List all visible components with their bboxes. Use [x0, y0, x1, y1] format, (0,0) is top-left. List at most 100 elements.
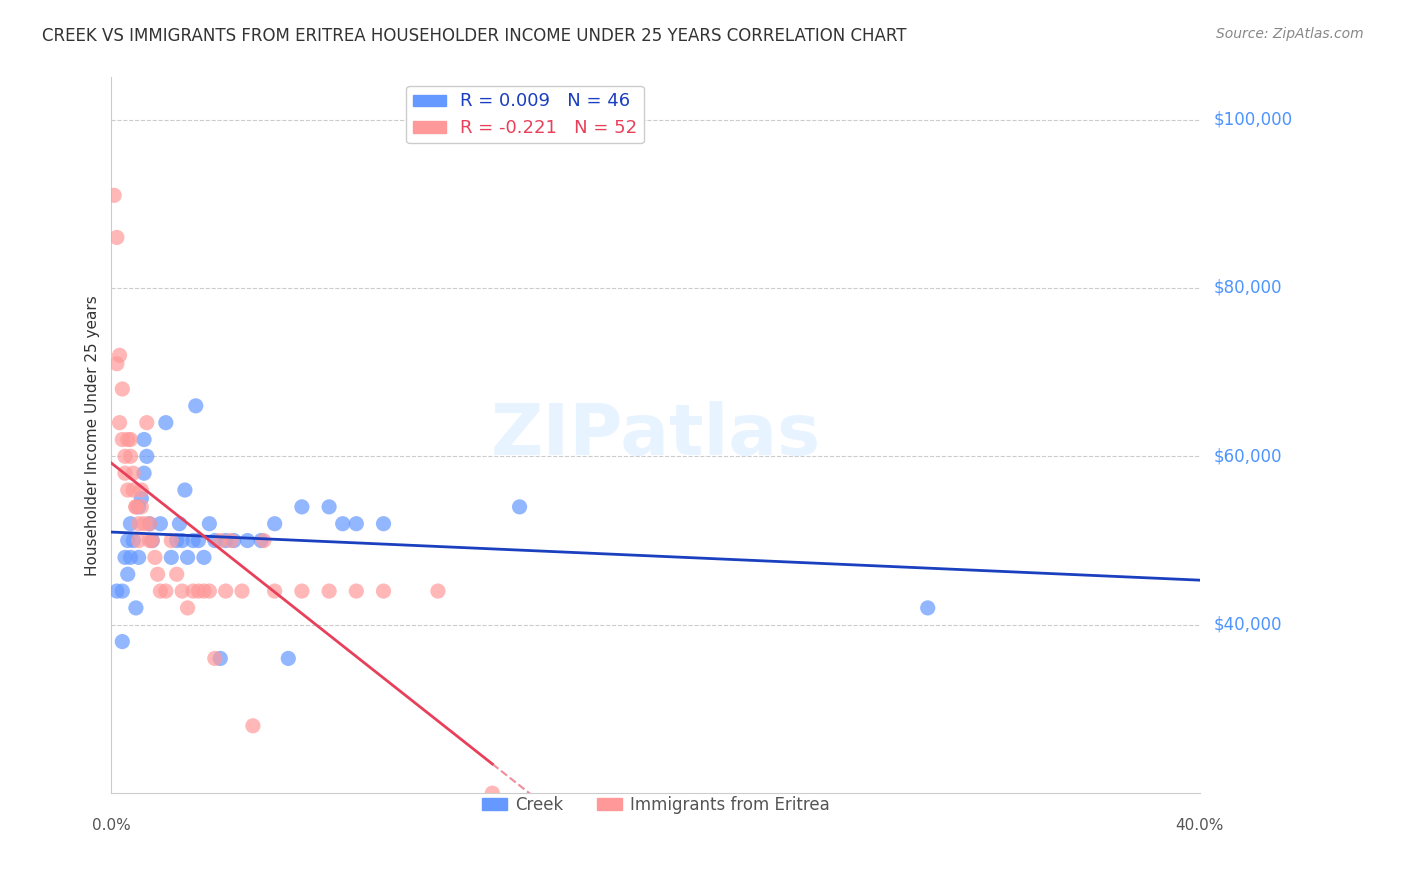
- Point: [176, 601, 198, 615]
- Point: [332, 516, 354, 531]
- Point: [181, 584, 204, 599]
- Point: [187, 584, 209, 599]
- Point: [222, 533, 245, 548]
- Point: [131, 491, 153, 506]
- Point: [291, 500, 314, 514]
- Point: [426, 584, 449, 599]
- Point: [176, 550, 198, 565]
- Point: [155, 416, 177, 430]
- Legend: Creek, Immigrants from Eritrea: Creek, Immigrants from Eritrea: [475, 789, 837, 821]
- Text: $60,000: $60,000: [1213, 448, 1282, 466]
- Point: [198, 584, 221, 599]
- Point: [111, 584, 134, 599]
- Point: [236, 533, 259, 548]
- Point: [141, 533, 163, 548]
- Point: [160, 533, 183, 548]
- Point: [187, 533, 209, 548]
- Point: [219, 533, 242, 548]
- Point: [125, 601, 148, 615]
- Point: [125, 500, 148, 514]
- Point: [215, 584, 238, 599]
- Point: [103, 188, 125, 202]
- Text: 40.0%: 40.0%: [1175, 819, 1225, 833]
- Point: [135, 450, 157, 464]
- Point: [122, 466, 145, 480]
- Point: [481, 786, 503, 800]
- Point: [373, 584, 395, 599]
- Point: [138, 516, 160, 531]
- Point: [204, 533, 226, 548]
- Text: $80,000: $80,000: [1213, 279, 1282, 297]
- Point: [108, 348, 131, 362]
- Point: [215, 533, 238, 548]
- Point: [143, 550, 166, 565]
- Point: [114, 450, 136, 464]
- Point: [917, 601, 939, 615]
- Point: [277, 651, 299, 665]
- Text: $40,000: $40,000: [1213, 615, 1282, 633]
- Point: [128, 500, 150, 514]
- Point: [373, 516, 395, 531]
- Point: [105, 357, 128, 371]
- Point: [120, 433, 142, 447]
- Point: [166, 567, 188, 582]
- Point: [160, 550, 183, 565]
- Point: [146, 567, 169, 582]
- Point: [131, 483, 153, 497]
- Point: [209, 533, 232, 548]
- Text: 0.0%: 0.0%: [91, 819, 131, 833]
- Point: [204, 651, 226, 665]
- Point: [108, 416, 131, 430]
- Point: [184, 399, 207, 413]
- Point: [166, 533, 188, 548]
- Point: [253, 533, 276, 548]
- Point: [128, 550, 150, 565]
- Point: [263, 584, 285, 599]
- Point: [193, 584, 215, 599]
- Point: [131, 500, 153, 514]
- Point: [173, 483, 195, 497]
- Point: [193, 550, 215, 565]
- Point: [155, 584, 177, 599]
- Point: [117, 483, 139, 497]
- Point: [120, 450, 142, 464]
- Point: [117, 433, 139, 447]
- Point: [111, 634, 134, 648]
- Point: [128, 533, 150, 548]
- Point: [132, 516, 155, 531]
- Point: [114, 466, 136, 480]
- Point: [128, 516, 150, 531]
- Point: [125, 500, 148, 514]
- Point: [344, 516, 367, 531]
- Point: [291, 584, 314, 599]
- Point: [117, 533, 139, 548]
- Point: [132, 466, 155, 480]
- Point: [318, 584, 340, 599]
- Text: $100,000: $100,000: [1213, 111, 1292, 128]
- Point: [172, 584, 194, 599]
- Point: [149, 584, 172, 599]
- Point: [120, 550, 142, 565]
- Point: [242, 719, 264, 733]
- Point: [105, 584, 128, 599]
- Point: [509, 500, 531, 514]
- Point: [172, 533, 194, 548]
- Point: [135, 416, 157, 430]
- Point: [120, 516, 142, 531]
- Y-axis label: Householder Income Under 25 years: Householder Income Under 25 years: [86, 295, 100, 575]
- Point: [250, 533, 273, 548]
- Point: [117, 567, 139, 582]
- Point: [231, 584, 253, 599]
- Point: [122, 483, 145, 497]
- Point: [169, 516, 191, 531]
- Point: [138, 516, 160, 531]
- Point: [132, 433, 155, 447]
- Point: [114, 550, 136, 565]
- Point: [122, 533, 145, 548]
- Point: [344, 584, 367, 599]
- Point: [198, 516, 221, 531]
- Text: CREEK VS IMMIGRANTS FROM ERITREA HOUSEHOLDER INCOME UNDER 25 YEARS CORRELATION C: CREEK VS IMMIGRANTS FROM ERITREA HOUSEHO…: [42, 27, 907, 45]
- Text: Source: ZipAtlas.com: Source: ZipAtlas.com: [1216, 27, 1364, 41]
- Point: [111, 433, 134, 447]
- Point: [263, 516, 285, 531]
